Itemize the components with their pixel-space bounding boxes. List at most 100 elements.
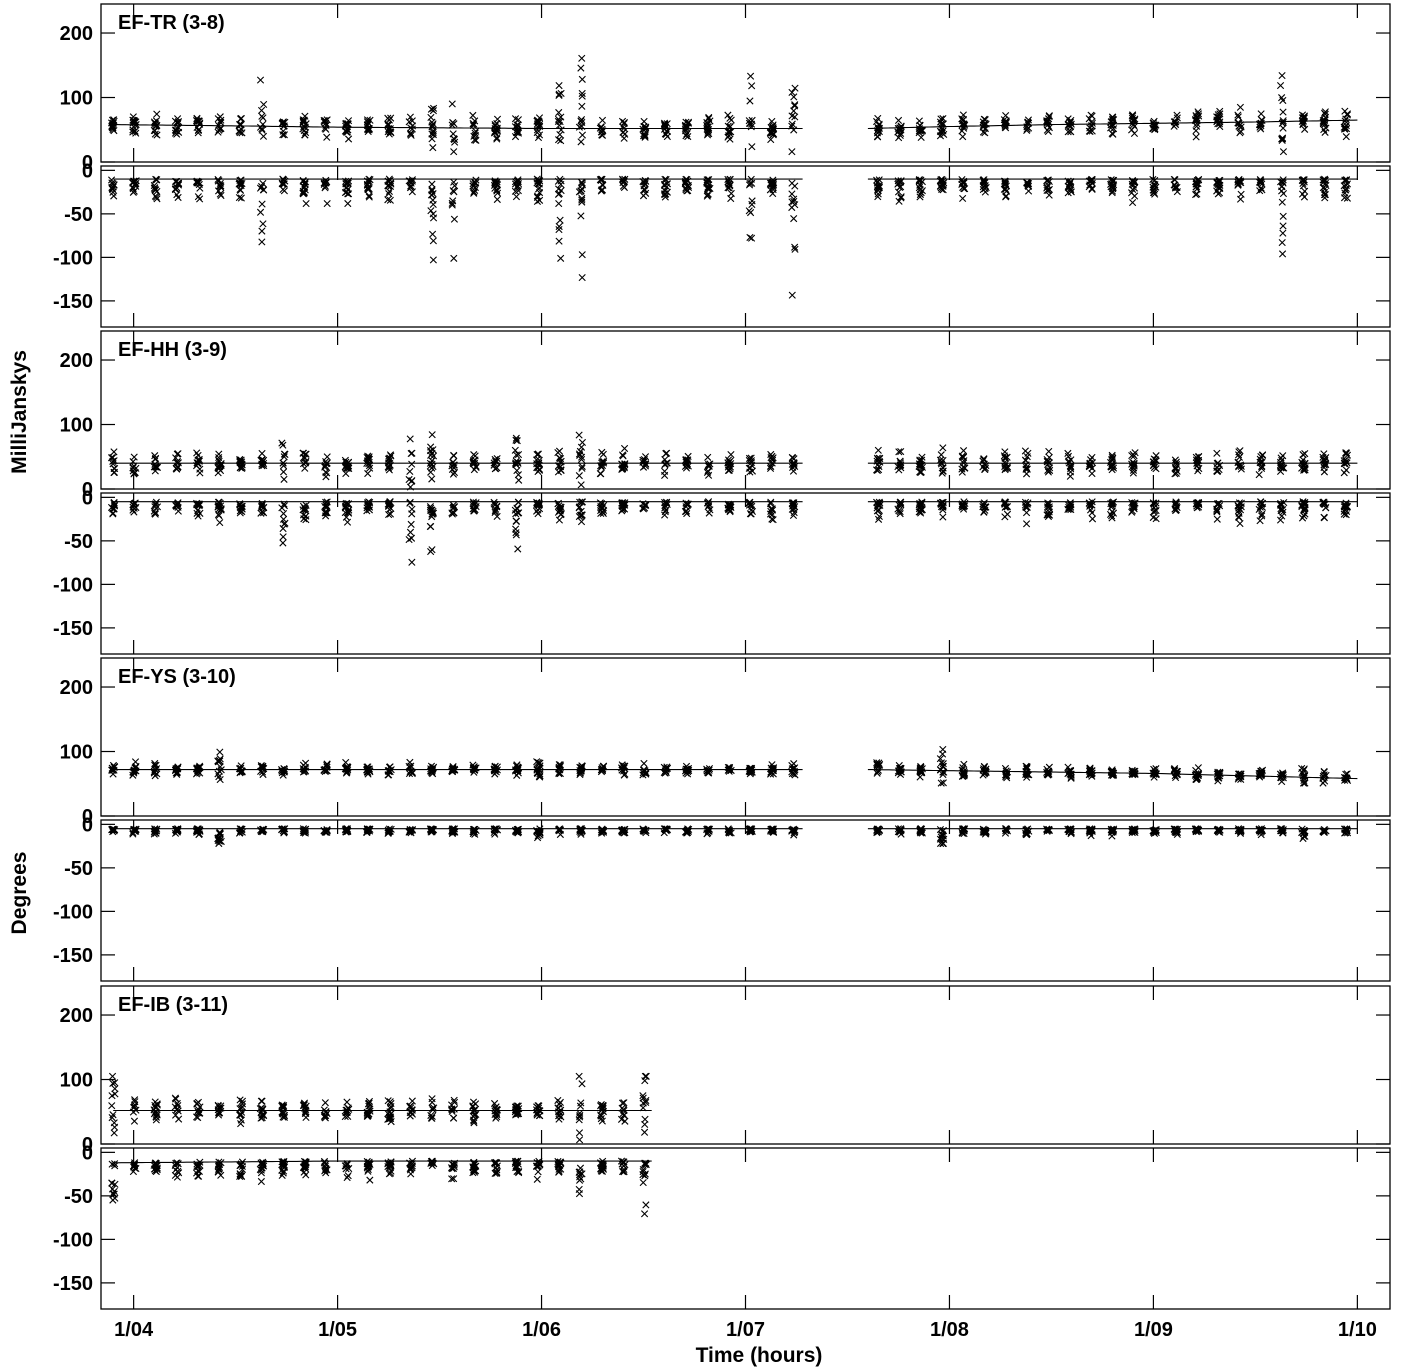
phase-point [1172,502,1180,510]
phase-point [1341,189,1349,197]
phase-point [788,826,797,834]
amplitude-point [535,118,543,126]
amplitude-point [1235,119,1243,128]
phase-point [535,499,543,507]
phase-point [575,1176,584,1184]
phase-point [448,199,456,207]
amplitude-point [1342,466,1350,474]
amplitude-point [620,118,628,126]
phase-tick-label: -50 [64,858,93,880]
phase-point [937,500,945,509]
amplitude-point [578,462,586,471]
amplitude-point [533,450,541,459]
amplitude-point [150,118,158,126]
phase-point [1279,829,1287,837]
phase-point [790,197,798,206]
amplitude-point [426,447,435,455]
phase-point [555,1168,563,1176]
amplitude-point [1172,773,1180,782]
phase-point [408,176,417,184]
amplitude-point [300,1099,309,1107]
phase-point [512,517,520,525]
amplitude-point [108,116,117,124]
amplitude-point [258,112,266,120]
phase-point [1236,195,1245,203]
amplitude-point [1024,118,1032,126]
phase-point [1278,250,1287,258]
phase-point [195,826,203,834]
amplitude-point [1342,133,1350,141]
phase-point [1301,498,1309,507]
amplitude-point [450,452,458,460]
amplitude-point [1045,447,1053,456]
amplitude-point [174,450,182,458]
amplitude-point [1194,467,1202,475]
amplitude-point [1108,766,1116,774]
amplitude-point [344,1112,352,1121]
amplitude-point [1301,450,1309,458]
amplitude-point [745,119,754,127]
amplitude-point [556,130,564,139]
amplitude-point [1300,112,1309,120]
phase-point [1088,515,1097,523]
phase-point [1278,238,1286,247]
amplitude-point [1278,136,1286,145]
amplitude-point [215,450,223,458]
phase-point [1342,176,1350,184]
amplitude-point [1088,119,1096,127]
amplitude-point [703,131,712,139]
phase-point [618,1167,627,1176]
amplitude-point [406,483,415,491]
phase-point [1216,826,1224,834]
phase-point [1213,507,1221,515]
amplitude-point [1067,456,1075,464]
amplitude-point [511,446,519,454]
phase-point [363,825,371,833]
phase-point [746,233,754,242]
phase-point [384,826,392,834]
phase-point [788,179,796,187]
phase-point [981,188,989,196]
phase-point [299,187,307,195]
phase-tick-label: -50 [64,204,93,226]
phase-point [682,507,691,515]
amplitude-point [1129,111,1137,119]
amplitude-point [515,476,523,484]
phase-point [725,184,733,192]
phase-point [640,501,649,509]
phase-point [535,189,544,197]
amplitude-point [1234,113,1242,121]
phase-point [408,505,416,513]
phase-point [235,193,243,202]
phase-point [258,1164,266,1172]
amplitude-point [1108,129,1116,137]
amplitude-point [109,766,117,774]
baseline-title: EF-YS (3-10) [118,666,236,688]
phase-point [279,180,287,188]
phase-point [110,826,119,834]
amplitude-point [1236,103,1244,111]
phase-point [236,1172,244,1180]
amplitude-point [196,465,204,473]
amplitude-point [429,144,437,152]
phase-point [194,1172,202,1180]
phase-point [448,829,457,838]
phase-point [256,208,265,216]
amplitude-point [1108,453,1116,461]
phase-point [173,826,181,834]
phase-point [641,1160,649,1169]
amplitude-point [576,447,584,455]
amplitude-point [1300,776,1308,785]
phase-point [1067,828,1075,836]
amplitude-point [918,453,926,461]
amplitude-point [598,458,606,466]
phase-point [1044,500,1052,509]
phase-point [663,499,671,507]
phase-point [577,212,585,220]
amplitude-point [790,460,798,468]
amplitude-point [960,760,968,768]
phase-point [661,826,669,834]
phase-point [598,826,607,834]
phase-point [1192,180,1200,188]
